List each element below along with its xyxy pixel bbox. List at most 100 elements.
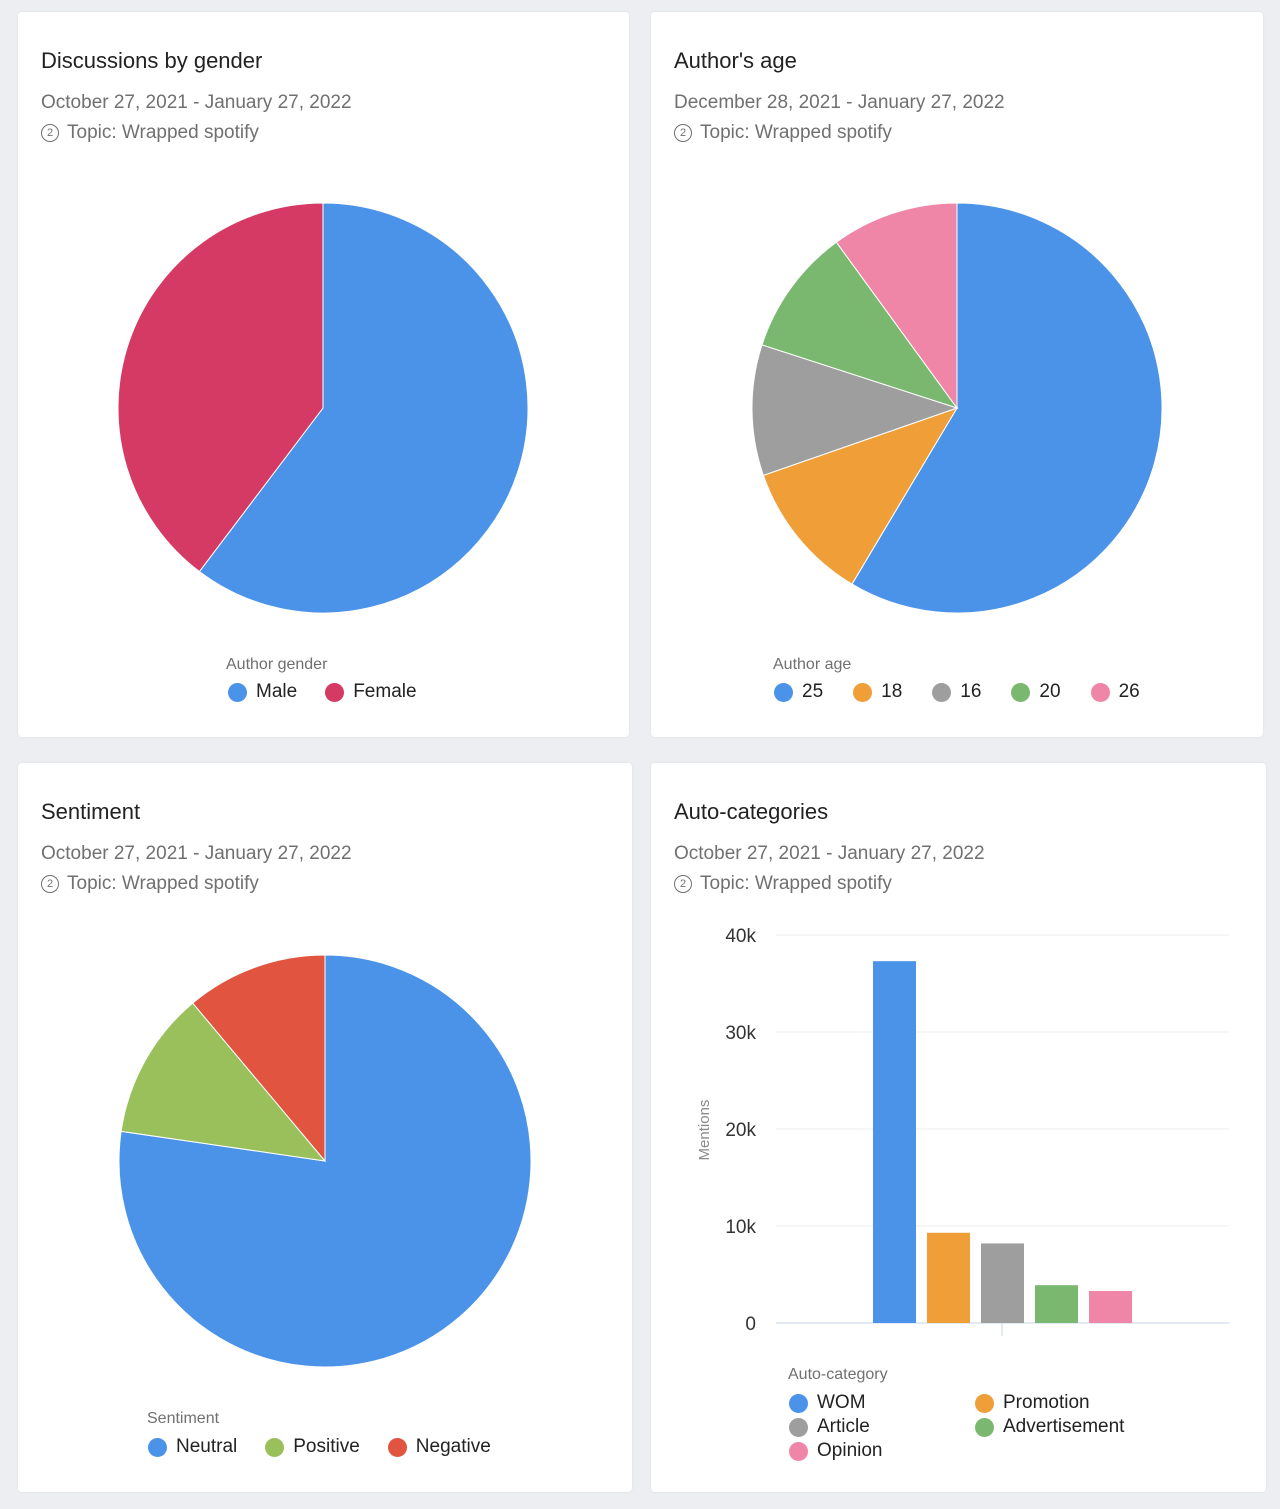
card-title: Sentiment [41, 799, 141, 824]
topic: 2 Topic: Wrapped spotify [41, 873, 259, 895]
pie-slice-25[interactable] [851, 202, 1163, 614]
topic-label: Topic: Wrapped spotify [700, 122, 892, 143]
legend-dot-icon [228, 682, 247, 702]
pie-chart-sentiment [118, 954, 532, 1368]
legend-title: Author age [773, 656, 852, 673]
legend-item-positive[interactable]: Positive [265, 1436, 360, 1458]
bar-opinion[interactable] [1089, 1290, 1132, 1323]
legend-dot-icon [325, 682, 345, 702]
legend-dot-icon [789, 1417, 808, 1437]
legend-label: Positive [293, 1436, 360, 1457]
legend-label: 16 [960, 681, 982, 702]
legend-label: Advertisement [1003, 1416, 1125, 1437]
y-tick-label: 0 [745, 1314, 756, 1335]
pie-slice-16[interactable] [751, 344, 959, 477]
legend-item-18[interactable]: 18 [853, 681, 902, 703]
legend-label: Opinion [817, 1440, 883, 1461]
legend-dot-icon [789, 1393, 808, 1413]
topic-number-icon: 2 [674, 875, 692, 893]
legend-dot-icon [148, 1437, 167, 1457]
pie-slice-20[interactable] [761, 241, 959, 409]
legend-title: Auto-category [788, 1366, 888, 1383]
legend-label: 20 [1039, 681, 1061, 702]
legend-label: Male [256, 681, 298, 702]
legend: Neutral Positive Negative [148, 1436, 491, 1458]
pie-chart-age [751, 202, 1163, 614]
legend-dot-icon [265, 1437, 285, 1457]
card-title: Auto-categories [674, 799, 829, 824]
legend-item-promotion[interactable]: Promotion [975, 1392, 1161, 1414]
pie-slice-negative[interactable] [191, 954, 326, 1163]
legend-dot-icon [1090, 682, 1110, 702]
legend-dot-icon [789, 1441, 808, 1461]
card-auto-categories: Auto-categories October 27, 2021 - Janua… [651, 763, 1266, 1492]
topic-number-icon: 2 [41, 124, 59, 142]
legend: Male Female [228, 681, 417, 703]
topic-number-icon: 2 [41, 875, 59, 893]
y-tick-label: 30k [725, 1023, 756, 1044]
date-range: December 28, 2021 - January 27, 2022 [674, 92, 1005, 113]
pie-slice-positive[interactable] [120, 1002, 327, 1162]
legend-dot-icon [975, 1417, 994, 1437]
legend-dot-icon [975, 1393, 994, 1413]
legend-dot-icon [387, 1437, 407, 1457]
legend-label: 26 [1118, 681, 1140, 702]
date-range: October 27, 2021 - January 27, 2022 [41, 92, 352, 113]
topic: 2 Topic: Wrapped spotify [674, 122, 892, 144]
y-axis-label: Mentions [696, 1100, 713, 1161]
legend-item-26[interactable]: 26 [1090, 681, 1140, 703]
legend-dot-icon [1011, 682, 1031, 702]
card-age: Author's age December 28, 2021 - January… [651, 12, 1263, 737]
legend: WOM Promotion Article Advertisement Opinion [789, 1392, 1161, 1462]
legend-item-negative[interactable]: Negative [387, 1436, 491, 1458]
topic-label: Topic: Wrapped spotify [67, 873, 259, 894]
legend-item-opinion[interactable]: Opinion [789, 1440, 975, 1462]
legend-title: Author gender [226, 656, 328, 673]
legend: 25 18 16 20 26 [774, 681, 1140, 703]
legend-item-25[interactable]: 25 [774, 681, 823, 703]
legend-item-neutral[interactable]: Neutral [148, 1436, 237, 1458]
legend-label: 18 [881, 681, 903, 702]
topic-label: Topic: Wrapped spotify [67, 122, 259, 143]
legend-item-advertisement[interactable]: Advertisement [975, 1416, 1161, 1438]
legend-title: Sentiment [147, 1410, 220, 1427]
topic: 2 Topic: Wrapped spotify [41, 122, 259, 144]
legend-item-male[interactable]: Male [228, 681, 297, 703]
legend-item-article[interactable]: Article [789, 1416, 975, 1438]
pie-slice-male[interactable] [198, 202, 529, 614]
bar-promotion[interactable] [927, 1232, 970, 1323]
bar-advertisement[interactable] [1035, 1285, 1078, 1323]
y-tick-label: 10k [725, 1217, 756, 1238]
bar-wom[interactable] [873, 961, 916, 1323]
date-range: October 27, 2021 - January 27, 2022 [41, 843, 352, 864]
legend-label: Negative [415, 1436, 491, 1457]
legend-item-female[interactable]: Female [325, 681, 417, 703]
card-title: Discussions by gender [41, 48, 263, 73]
pie-chart-gender [117, 202, 529, 614]
topic: 2 Topic: Wrapped spotify [674, 873, 892, 895]
bar-chart-auto-categories: 0 10k 20k 30k 40k Mentions [696, 926, 1229, 1336]
legend-label: Female [353, 681, 417, 702]
legend-label: Neutral [176, 1436, 238, 1457]
card-title: Author's age [674, 48, 797, 73]
topic-number-icon: 2 [674, 124, 692, 142]
legend-dot-icon [774, 682, 793, 702]
legend-dot-icon [932, 682, 952, 702]
y-tick-label: 20k [725, 1120, 756, 1141]
pie-slice-26[interactable] [835, 202, 958, 410]
legend-dot-icon [853, 682, 873, 702]
bar-article[interactable] [981, 1243, 1024, 1323]
date-range: October 27, 2021 - January 27, 2022 [674, 843, 985, 864]
legend-item-wom[interactable]: WOM [789, 1392, 975, 1414]
card-gender: Discussions by gender October 27, 2021 -… [18, 12, 629, 737]
pie-slice-18[interactable] [762, 407, 959, 585]
pie-slice-female[interactable] [117, 202, 324, 573]
y-tick-label: 40k [725, 926, 756, 947]
topic-label: Topic: Wrapped spotify [700, 873, 892, 894]
legend-label: Article [817, 1416, 870, 1437]
legend-item-20[interactable]: 20 [1011, 681, 1061, 703]
card-sentiment: Sentiment October 27, 2021 - January 27,… [18, 763, 632, 1492]
legend-label: 25 [802, 681, 824, 702]
legend-item-16[interactable]: 16 [932, 681, 981, 703]
legend-label: WOM [817, 1392, 866, 1413]
